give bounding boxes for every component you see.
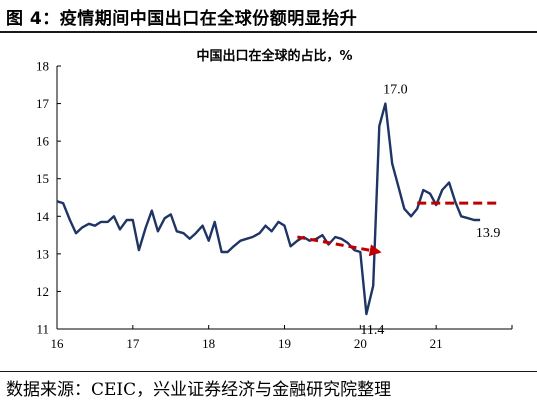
trend-arrow: [297, 235, 382, 257]
y-tick-label: 15: [36, 171, 49, 186]
data-annotation: 13.9: [476, 226, 501, 241]
title-rule: [0, 31, 537, 33]
y-tick-label: 18: [36, 59, 49, 74]
data-annotation: 11.4: [360, 323, 384, 338]
figure-title: 图 4：疫情期间中国出口在全球份额明显抬升: [6, 9, 358, 29]
x-tick-label: 21: [430, 336, 443, 351]
data-annotation: 17.0: [383, 83, 408, 98]
y-tick-label: 16: [36, 134, 50, 149]
source-note: 数据来源：CEIC，兴业证券经济与金融研究院整理: [6, 380, 392, 400]
x-tick-label: 19: [278, 336, 291, 351]
y-tick-label: 17: [36, 96, 50, 111]
y-tick-label: 13: [36, 246, 49, 261]
series-line: [56, 102, 481, 316]
x-tick-label: 18: [202, 336, 215, 351]
source-rule: [0, 371, 537, 372]
x-tick-label: 17: [126, 336, 140, 351]
chart-title: 中国出口在全球的占比，%: [196, 48, 352, 64]
y-tick-label: 12: [36, 284, 49, 299]
x-tick-label: 16: [51, 336, 65, 351]
x-tick-label: 20: [354, 336, 367, 351]
y-tick-label: 14: [36, 209, 50, 224]
y-tick-label: 11: [36, 322, 49, 337]
